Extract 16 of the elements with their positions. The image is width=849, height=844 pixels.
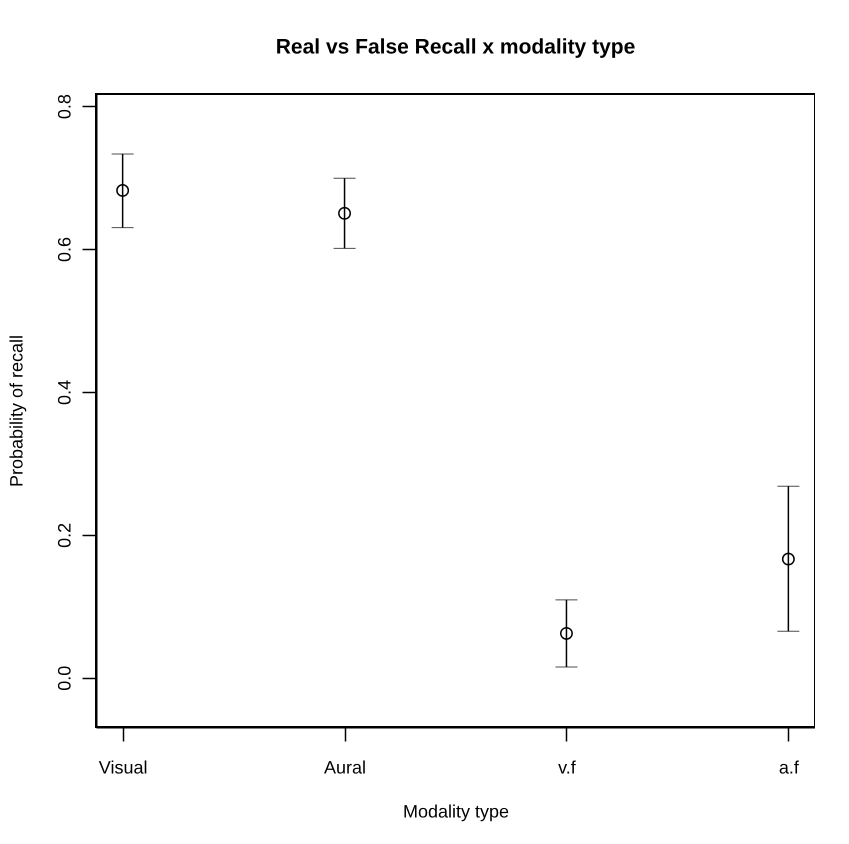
x-tick-label: a.f (778, 758, 800, 778)
point (560, 626, 573, 640)
point (338, 206, 351, 220)
point (782, 552, 795, 566)
y-tick-label: 0.6 (54, 237, 74, 262)
chart-title: Real vs False Recall x modality type (276, 36, 636, 59)
x-axis-title: Modality type (402, 802, 510, 822)
y-tick-label: 0.8 (54, 94, 74, 120)
x-tick-label: v.f (558, 758, 577, 778)
x-tick-label: Visual (98, 758, 148, 778)
y-axis-title: Probability of recall (6, 334, 26, 488)
y-tick-label: 0.0 (54, 666, 74, 691)
y-tick-label: 0.2 (54, 522, 74, 548)
point (116, 184, 130, 197)
y-tick-label: 0.4 (54, 380, 74, 405)
x-tick-label: Aural (324, 758, 366, 778)
